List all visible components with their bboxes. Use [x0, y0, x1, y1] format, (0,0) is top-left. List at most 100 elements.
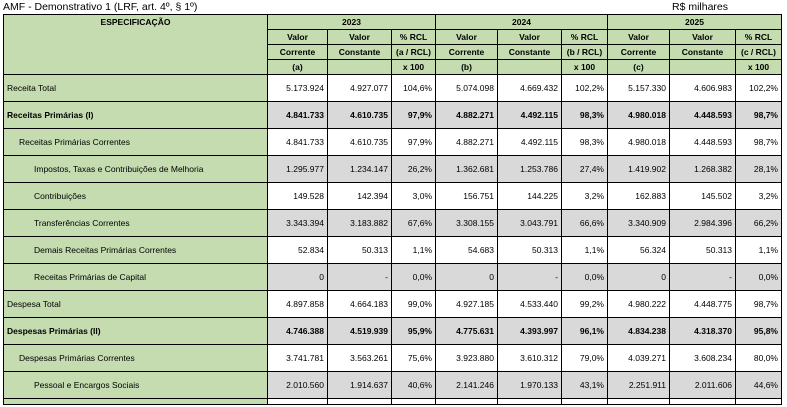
row-value: 4.610.735 [327, 128, 392, 156]
header-valor: Valor [327, 29, 392, 45]
row-value: 50.313 [327, 236, 392, 264]
header-valor: Valor [497, 29, 562, 45]
row-value: 104,6% [391, 74, 436, 102]
row-value: 1.970.133 [497, 371, 562, 399]
row-value: 4.841.733 [267, 128, 328, 156]
row-value: 54.683 [435, 236, 498, 264]
row-label [3, 398, 268, 405]
header-valor: Valor [267, 29, 328, 45]
row-value: 4.492.115 [497, 101, 562, 129]
row-value: 4.980.222 [607, 290, 670, 318]
row-value: 4.841.733 [267, 101, 328, 129]
row-value: 96,1% [561, 317, 608, 345]
row-value: 4.393.997 [497, 317, 562, 345]
fiscal-targets-table: ESPECIFICAÇÃO 2023 2024 2025 Valor Valor… [3, 14, 782, 405]
row-value: 4.882.271 [435, 128, 498, 156]
row-value: 4.610.735 [327, 101, 392, 129]
header-constante: Constante [327, 44, 392, 60]
row-value [391, 398, 436, 405]
row-value: 0,0% [561, 263, 608, 291]
header-pct-rcl: % RCL [561, 29, 608, 45]
header-valor: Valor [435, 29, 498, 45]
table-row: Contribuições 149.528 142.394 3,0% 156.751 14… [3, 182, 782, 210]
table-row-cut [3, 398, 782, 405]
header-constante: Constante [497, 44, 562, 60]
header-blank [327, 59, 392, 75]
row-value: 67,6% [391, 209, 436, 237]
row-value: 4.746.388 [267, 317, 328, 345]
row-value: 145.502 [669, 182, 736, 210]
row-value: 3.183.882 [327, 209, 392, 237]
header-year-2025: 2025 [607, 14, 782, 30]
row-value: 95,9% [391, 317, 436, 345]
table-row: Pessoal e Encargos Sociais 2.010.560 1.914… [3, 371, 782, 399]
header-pct-rcl: % RCL [391, 29, 436, 45]
row-value: 4.039.271 [607, 344, 670, 372]
header-letter: (a) [267, 59, 328, 75]
row-value: 97,9% [391, 101, 436, 129]
header-pct-rcl: % RCL [735, 29, 782, 45]
row-value: 144.225 [497, 182, 562, 210]
row-value [327, 398, 392, 405]
row-value: 3.308.155 [435, 209, 498, 237]
row-value: 97,9% [391, 128, 436, 156]
row-value: 52.834 [267, 236, 328, 264]
row-value: 4.897.858 [267, 290, 328, 318]
row-value: 5.157.330 [607, 74, 670, 102]
table-row: Receita Total 5.173.924 4.927.077 104,6% 5.0… [3, 74, 782, 102]
row-value: 95,8% [735, 317, 782, 345]
header-blank [669, 59, 736, 75]
row-value [435, 398, 498, 405]
row-value: 3.923.880 [435, 344, 498, 372]
header-blank [497, 59, 562, 75]
row-value: 98,7% [735, 290, 782, 318]
header-year-2024: 2024 [435, 14, 608, 30]
row-value: 99,2% [561, 290, 608, 318]
table-row: Despesas Primárias (II) 4.746.388 4.519.93… [3, 317, 782, 345]
row-value: 1.253.786 [497, 155, 562, 183]
table-row: Demais Receitas Primárias Correntes 52.83… [3, 236, 782, 264]
row-value: 0,0% [735, 263, 782, 291]
table-body: Receita Total 5.173.924 4.927.077 104,6% 5.0… [3, 74, 782, 405]
row-value: 80,0% [735, 344, 782, 372]
row-value: 99,0% [391, 290, 436, 318]
row-value: 0 [607, 263, 670, 291]
row-value: 98,7% [735, 128, 782, 156]
row-value: 1.914.637 [327, 371, 392, 399]
row-label: Transferências Correntes [3, 209, 268, 237]
header-valor: Valor [669, 29, 736, 45]
row-value [267, 398, 328, 405]
header-ratio: (a / RCL) [391, 44, 436, 60]
header-x100: x 100 [735, 59, 782, 75]
row-value [561, 398, 608, 405]
row-value: 4.533.440 [497, 290, 562, 318]
row-value: 4.669.432 [497, 74, 562, 102]
table-row: Receitas Primárias de Capital 0-0,0% 0-0,0… [3, 263, 782, 291]
header-letter: (b) [435, 59, 498, 75]
row-label: Receitas Primárias de Capital [3, 263, 268, 291]
row-value: 40,6% [391, 371, 436, 399]
row-value: 2.984.396 [669, 209, 736, 237]
row-value: 27,4% [561, 155, 608, 183]
row-value: 4.448.593 [669, 101, 736, 129]
row-value: 2.011.606 [669, 371, 736, 399]
row-value: 3.343.394 [267, 209, 328, 237]
row-value: 4.664.183 [327, 290, 392, 318]
row-label: Receitas Primárias (I) [3, 101, 268, 129]
header-corrente: Corrente [267, 44, 328, 60]
row-value: 75,6% [391, 344, 436, 372]
row-value: 44,6% [735, 371, 782, 399]
row-value: 28,1% [735, 155, 782, 183]
table-row: Receitas Primárias Correntes 4.841.733 4.6… [3, 128, 782, 156]
row-value: - [497, 263, 562, 291]
row-value: 1.362.681 [435, 155, 498, 183]
row-value: 4.519.939 [327, 317, 392, 345]
row-value [669, 398, 736, 405]
row-value: 142.394 [327, 182, 392, 210]
row-value [735, 398, 782, 405]
row-value: 4.775.631 [435, 317, 498, 345]
row-value: 3.563.261 [327, 344, 392, 372]
row-value: 0 [267, 263, 328, 291]
row-value: 50.313 [669, 236, 736, 264]
row-value: 98,3% [561, 101, 608, 129]
